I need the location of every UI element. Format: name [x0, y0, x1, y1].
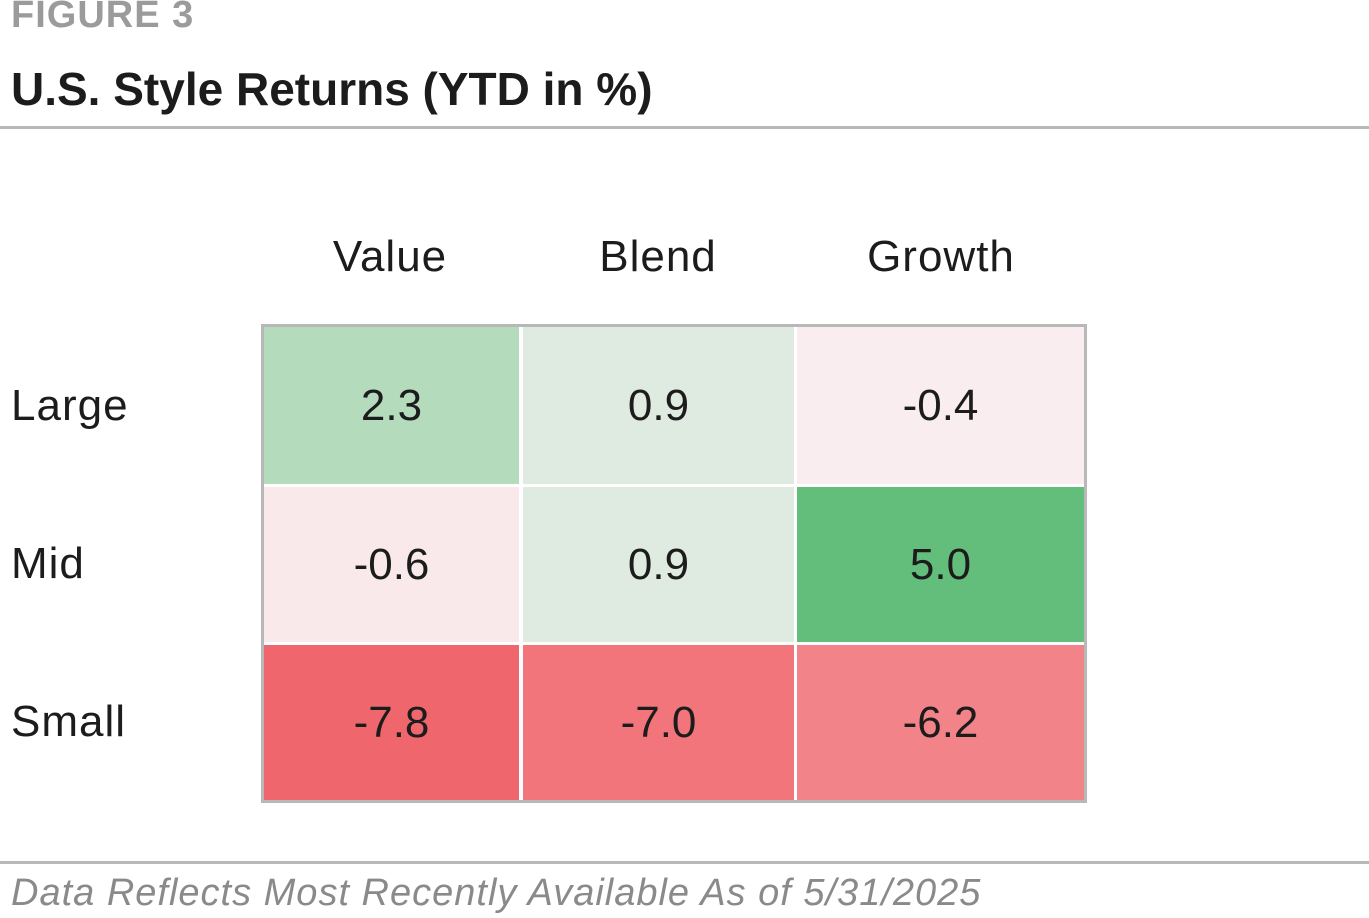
heatmap-cell-large-growth: -0.4	[797, 327, 1084, 484]
column-header-blend: Blend	[599, 232, 717, 281]
heatmap-cell-mid-growth: 5.0	[797, 487, 1084, 642]
heatmap-cell-small-value: -7.8	[264, 645, 519, 800]
heatmap-cell-large-value: 2.3	[264, 327, 519, 484]
heatmap-cell-mid-blend: 0.9	[523, 487, 794, 642]
row-header-large: Large	[11, 381, 129, 430]
heatmap-grid: 2.3 0.9 -0.4 -0.6 0.9 5.0 -7.8 -7.0 -6.2	[261, 324, 1087, 803]
heatmap-cell-large-blend: 0.9	[523, 327, 794, 484]
figure-label: FIGURE 3	[11, 0, 195, 36]
footer-divider	[0, 861, 1369, 864]
heatmap-cell-small-growth: -6.2	[797, 645, 1084, 800]
chart-title: U.S. Style Returns (YTD in %)	[11, 63, 653, 115]
title-divider	[0, 126, 1369, 129]
row-header-small: Small	[11, 697, 127, 746]
column-header-value: Value	[332, 232, 448, 281]
row-header-mid: Mid	[11, 539, 85, 588]
heatmap-cell-mid-value: -0.6	[264, 487, 519, 642]
column-header-growth: Growth	[867, 232, 1015, 281]
footer-note: Data Reflects Most Recently Available As…	[11, 872, 982, 914]
heatmap-cell-small-blend: -7.0	[523, 645, 794, 800]
